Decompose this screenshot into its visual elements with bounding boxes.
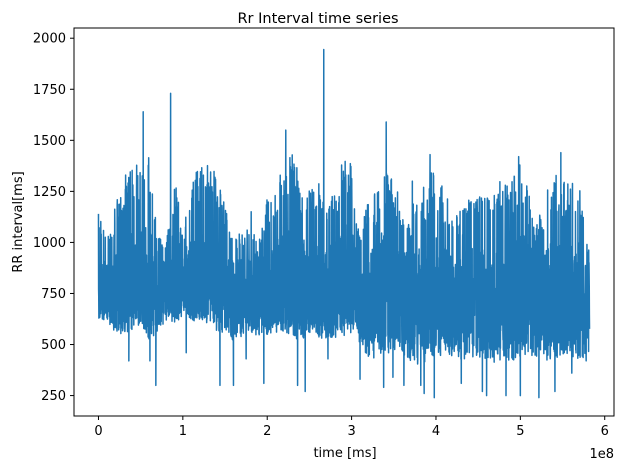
x-tick-label: 5	[516, 424, 524, 439]
y-tick-label: 250	[41, 389, 66, 404]
y-tick-label: 1750	[33, 83, 66, 98]
x-axis: 0 1 2 3 4 5 6	[94, 416, 609, 439]
y-tick-label: 750	[41, 287, 66, 302]
y-tick-label: 1250	[33, 185, 66, 200]
series-layer	[97, 48, 591, 399]
x-axis-offset-text: 1e8	[589, 447, 614, 462]
y-tick-label: 1000	[33, 236, 66, 251]
x-tick-label: 2	[263, 424, 271, 439]
y-axis-label: RR interval[ms]	[11, 171, 26, 272]
x-axis-label: time [ms]	[313, 446, 376, 461]
y-axis: 250 500 750 1000 1250 1500 1750 2000	[33, 32, 74, 404]
chart-title: Rr Interval time series	[237, 11, 398, 27]
y-tick-label: 1500	[33, 134, 66, 149]
y-tick-label: 500	[41, 338, 66, 353]
rr-interval-series-line	[97, 48, 591, 399]
x-tick-label: 6	[601, 424, 609, 439]
plot-frame	[73, 27, 615, 417]
y-tick-label: 2000	[33, 32, 66, 47]
x-tick-label: 3	[347, 424, 355, 439]
x-tick-label: 4	[432, 424, 440, 439]
x-tick-label: 0	[94, 424, 102, 439]
x-tick-label: 1	[179, 424, 187, 439]
